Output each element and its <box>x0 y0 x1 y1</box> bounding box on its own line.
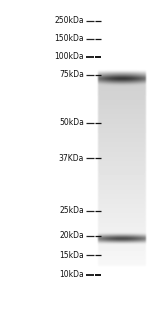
Text: 50kDa: 50kDa <box>59 118 84 127</box>
Text: 75kDa: 75kDa <box>59 70 84 79</box>
Text: 20kDa: 20kDa <box>59 231 84 240</box>
Text: 10kDa: 10kDa <box>59 270 84 279</box>
Text: 100kDa: 100kDa <box>54 52 84 61</box>
Text: 15kDa: 15kDa <box>59 251 84 260</box>
Text: 37KDa: 37KDa <box>59 154 84 163</box>
Text: 150kDa: 150kDa <box>54 34 84 43</box>
Text: 250kDa: 250kDa <box>54 16 84 26</box>
Text: 25kDa: 25kDa <box>59 206 84 215</box>
